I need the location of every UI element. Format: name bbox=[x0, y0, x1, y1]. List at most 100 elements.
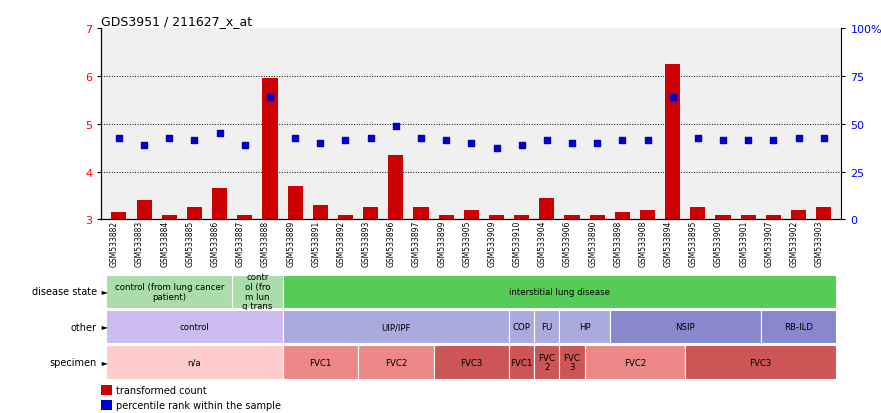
Bar bbox=[691, 208, 706, 220]
Text: GSM533910: GSM533910 bbox=[513, 220, 522, 266]
Bar bbox=[665, 65, 680, 220]
Point bbox=[112, 135, 126, 142]
Bar bbox=[559, 310, 610, 344]
Text: GSM533886: GSM533886 bbox=[211, 220, 219, 266]
Bar bbox=[363, 208, 378, 220]
Bar bbox=[237, 215, 252, 220]
Bar bbox=[715, 215, 730, 220]
Point bbox=[817, 135, 831, 142]
Bar bbox=[107, 275, 233, 308]
Text: COP: COP bbox=[513, 323, 530, 331]
Bar bbox=[816, 208, 832, 220]
Bar bbox=[610, 310, 761, 344]
Text: GSM533884: GSM533884 bbox=[160, 220, 169, 266]
Text: GSM533904: GSM533904 bbox=[537, 220, 547, 266]
Text: HP: HP bbox=[579, 323, 590, 331]
Bar bbox=[101, 385, 113, 395]
Point bbox=[490, 145, 504, 152]
Point bbox=[439, 138, 453, 145]
Text: GSM533892: GSM533892 bbox=[337, 220, 345, 266]
Text: GSM533895: GSM533895 bbox=[689, 220, 698, 266]
Text: GSM533898: GSM533898 bbox=[613, 220, 622, 266]
Text: GSM533890: GSM533890 bbox=[589, 220, 597, 266]
Point bbox=[288, 135, 302, 142]
Point bbox=[137, 142, 152, 149]
Point bbox=[766, 138, 781, 145]
Point bbox=[162, 135, 176, 142]
Bar bbox=[585, 346, 685, 379]
Bar bbox=[212, 189, 227, 220]
Point bbox=[389, 123, 403, 130]
Text: contr
ol (fro
m lun
g trans: contr ol (fro m lun g trans bbox=[242, 273, 272, 311]
Text: GSM533885: GSM533885 bbox=[185, 220, 195, 266]
Bar bbox=[791, 210, 806, 220]
Bar bbox=[389, 155, 403, 220]
Bar bbox=[283, 346, 358, 379]
Text: GSM533908: GSM533908 bbox=[639, 220, 648, 266]
Text: specimen: specimen bbox=[49, 357, 97, 367]
Text: GSM533896: GSM533896 bbox=[387, 220, 396, 266]
Text: GSM533907: GSM533907 bbox=[765, 220, 774, 266]
Bar bbox=[107, 310, 283, 344]
Text: GSM533905: GSM533905 bbox=[463, 220, 471, 266]
Bar bbox=[137, 201, 152, 220]
Text: GSM533887: GSM533887 bbox=[236, 220, 245, 266]
Text: ►: ► bbox=[99, 323, 107, 331]
Point bbox=[691, 135, 705, 142]
Point bbox=[238, 142, 252, 149]
Text: GSM533899: GSM533899 bbox=[437, 220, 446, 266]
Bar bbox=[413, 208, 428, 220]
Text: GSM533894: GSM533894 bbox=[663, 220, 673, 266]
Point bbox=[565, 140, 579, 147]
Point bbox=[640, 138, 655, 145]
Point bbox=[540, 138, 554, 145]
Point bbox=[741, 138, 755, 145]
Text: FVC2: FVC2 bbox=[624, 358, 646, 367]
Bar bbox=[287, 187, 303, 220]
Text: GSM533900: GSM533900 bbox=[714, 220, 723, 266]
Bar bbox=[565, 215, 580, 220]
Bar bbox=[107, 346, 283, 379]
Point bbox=[364, 135, 378, 142]
Text: RB-ILD: RB-ILD bbox=[784, 323, 813, 331]
Text: ►: ► bbox=[99, 287, 107, 296]
Text: percentile rank within the sample: percentile rank within the sample bbox=[116, 400, 281, 410]
Text: control (from lung cancer
patient): control (from lung cancer patient) bbox=[115, 282, 224, 301]
Bar bbox=[509, 346, 534, 379]
Bar bbox=[615, 213, 630, 220]
Text: transformed count: transformed count bbox=[116, 385, 207, 395]
Bar bbox=[534, 310, 559, 344]
Point bbox=[464, 140, 478, 147]
Text: GDS3951 / 211627_x_at: GDS3951 / 211627_x_at bbox=[101, 15, 253, 28]
Point bbox=[791, 135, 805, 142]
Bar bbox=[101, 400, 113, 410]
Text: FVC1: FVC1 bbox=[510, 358, 533, 367]
Bar bbox=[515, 215, 529, 220]
Point bbox=[212, 131, 226, 137]
Bar bbox=[509, 310, 534, 344]
Text: other: other bbox=[70, 322, 97, 332]
Text: FVC2: FVC2 bbox=[385, 358, 407, 367]
Text: disease state: disease state bbox=[32, 287, 97, 297]
Bar bbox=[313, 206, 328, 220]
Bar bbox=[263, 79, 278, 220]
Point bbox=[263, 95, 277, 102]
Point bbox=[314, 140, 328, 147]
Text: GSM533883: GSM533883 bbox=[135, 220, 144, 266]
Text: FVC1: FVC1 bbox=[309, 358, 331, 367]
Bar bbox=[463, 210, 479, 220]
Bar bbox=[187, 208, 202, 220]
Bar bbox=[589, 215, 604, 220]
Text: NSIP: NSIP bbox=[676, 323, 695, 331]
Bar bbox=[433, 346, 509, 379]
Point bbox=[188, 138, 202, 145]
Text: GSM533897: GSM533897 bbox=[412, 220, 421, 266]
Bar bbox=[162, 215, 177, 220]
Text: FVC3: FVC3 bbox=[750, 358, 772, 367]
Bar bbox=[640, 210, 655, 220]
Text: GSM533909: GSM533909 bbox=[487, 220, 497, 266]
Point bbox=[590, 140, 604, 147]
Bar bbox=[283, 275, 836, 308]
Point bbox=[414, 135, 428, 142]
Text: GSM533891: GSM533891 bbox=[311, 220, 321, 266]
